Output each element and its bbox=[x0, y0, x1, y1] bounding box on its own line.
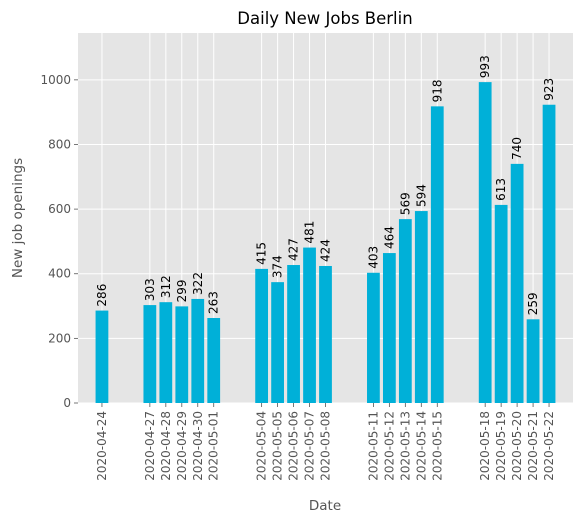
x-tick-label: 2020-05-07 bbox=[303, 411, 317, 481]
x-tick-label: 2020-05-15 bbox=[430, 411, 444, 481]
bar-value-label: 993 bbox=[478, 55, 492, 78]
bar-value-label: 427 bbox=[287, 238, 301, 261]
y-tick-label: 1000 bbox=[40, 73, 71, 87]
bar-value-label: 923 bbox=[542, 78, 556, 101]
y-tick-label: 400 bbox=[48, 267, 71, 281]
bar-value-label: 312 bbox=[159, 275, 173, 298]
bar-value-label: 569 bbox=[398, 192, 412, 215]
bar bbox=[271, 282, 284, 403]
x-tick-label: 2020-04-24 bbox=[95, 411, 109, 481]
x-tick-label: 2020-05-01 bbox=[207, 411, 221, 481]
x-tick-label: 2020-04-27 bbox=[143, 411, 157, 481]
bar-value-label: 286 bbox=[95, 284, 109, 307]
bar bbox=[207, 318, 221, 403]
bar-value-label: 322 bbox=[191, 272, 205, 295]
x-tick-label: 2020-04-29 bbox=[175, 411, 189, 481]
bar-value-label: 415 bbox=[255, 242, 269, 265]
bar bbox=[382, 253, 396, 403]
bar-value-label: 303 bbox=[143, 278, 157, 301]
x-tick-label: 2020-05-05 bbox=[271, 411, 285, 481]
x-tick-label: 2020-04-28 bbox=[159, 411, 173, 481]
x-tick-label: 2020-05-06 bbox=[287, 411, 301, 481]
y-tick-label: 200 bbox=[48, 331, 71, 345]
bar bbox=[542, 104, 556, 404]
chart-title: Daily New Jobs Berlin bbox=[237, 9, 412, 28]
bar bbox=[398, 219, 412, 403]
y-tick-label: 800 bbox=[48, 137, 71, 151]
bar bbox=[526, 319, 540, 403]
bar-value-label: 613 bbox=[494, 178, 508, 201]
bar bbox=[303, 247, 316, 403]
y-tick-label: 0 bbox=[63, 396, 71, 410]
x-tick-label: 2020-05-21 bbox=[526, 411, 540, 481]
x-tick-label: 2020-05-19 bbox=[494, 411, 508, 481]
x-tick-label: 2020-05-13 bbox=[398, 411, 412, 481]
bar bbox=[175, 306, 189, 403]
bar-value-label: 424 bbox=[319, 239, 333, 262]
x-tick-label: 2020-05-22 bbox=[542, 411, 556, 481]
x-tick-label: 2020-04-30 bbox=[191, 411, 205, 481]
x-tick-label: 2020-05-08 bbox=[319, 411, 333, 481]
bar bbox=[287, 265, 300, 403]
x-axis-label: Date bbox=[309, 498, 341, 514]
x-tick-label: 2020-05-20 bbox=[510, 411, 524, 481]
bar bbox=[255, 268, 269, 403]
bar-value-label: 299 bbox=[175, 279, 189, 302]
bar bbox=[191, 298, 205, 403]
bar-value-label: 918 bbox=[430, 79, 444, 102]
bar-value-label: 259 bbox=[526, 292, 540, 315]
bar-value-label: 594 bbox=[414, 184, 428, 207]
bar-value-label: 403 bbox=[366, 246, 380, 269]
bar-value-label: 740 bbox=[510, 137, 524, 160]
bar bbox=[430, 106, 444, 404]
bar bbox=[510, 163, 524, 403]
bar-value-label: 263 bbox=[207, 291, 221, 314]
bar bbox=[478, 82, 492, 403]
bar bbox=[319, 265, 332, 403]
y-tick-label: 600 bbox=[48, 202, 71, 216]
x-axis-ticks: 2020-04-24 2020-04-27 2020-04-28 2020-04-29… bbox=[95, 403, 556, 481]
bar-value-label: 481 bbox=[303, 221, 317, 244]
x-tick-label: 2020-05-14 bbox=[414, 411, 428, 481]
x-tick-label: 2020-05-18 bbox=[478, 411, 492, 481]
y-axis-label: New job openings bbox=[10, 158, 26, 278]
x-tick-label: 2020-05-11 bbox=[366, 411, 380, 481]
x-tick-label: 2020-05-12 bbox=[382, 411, 396, 481]
bar bbox=[143, 305, 157, 403]
bar bbox=[414, 211, 428, 403]
x-tick-label: 2020-05-04 bbox=[255, 411, 269, 481]
y-axis-ticks: 0 200 400 600 800 1000 bbox=[40, 73, 78, 410]
bar bbox=[494, 204, 508, 403]
bar bbox=[159, 302, 173, 403]
bar-value-label: 464 bbox=[382, 226, 396, 249]
bars bbox=[95, 82, 556, 404]
bar-value-label: 374 bbox=[271, 255, 285, 278]
bar bbox=[367, 272, 380, 403]
bar bbox=[95, 310, 109, 403]
